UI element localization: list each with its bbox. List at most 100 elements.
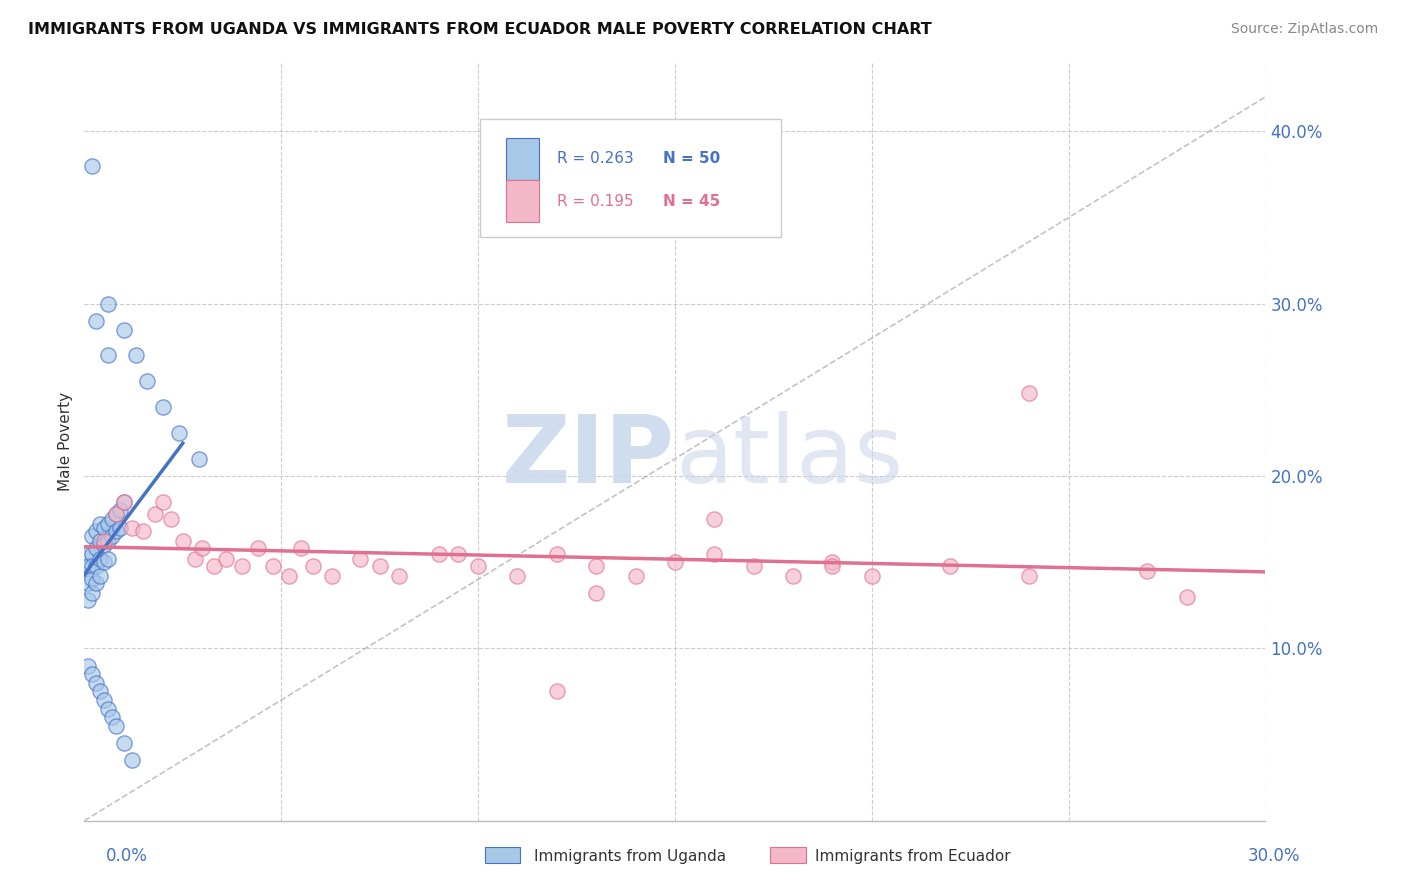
Point [97, 551, 120, 566]
Text: R = 0.263: R = 0.263 [557, 152, 634, 166]
Point [112, 322, 135, 336]
Text: 0.0%: 0.0% [105, 847, 148, 864]
Point [84, 541, 107, 556]
Point [742, 558, 765, 573]
Point [782, 569, 804, 583]
Text: Immigrants from Ecuador: Immigrants from Ecuador [815, 849, 1011, 863]
Point [152, 495, 174, 509]
Point [187, 451, 209, 466]
Point [1018, 569, 1040, 583]
Point [183, 551, 205, 566]
Point [585, 586, 607, 600]
Point [132, 524, 155, 538]
Point [121, 521, 143, 535]
Point [97, 296, 120, 310]
Text: 30.0%: 30.0% [1249, 847, 1301, 864]
Point [246, 541, 269, 556]
Point [821, 558, 844, 573]
Text: ZIP: ZIP [502, 410, 675, 503]
Point [82, 159, 104, 173]
Point [112, 736, 135, 750]
Point [82, 529, 104, 543]
Point [703, 547, 725, 561]
Point [1018, 386, 1040, 401]
Point [84, 314, 107, 328]
Text: Immigrants from Uganda: Immigrants from Uganda [534, 849, 727, 863]
Point [1136, 564, 1159, 578]
Point [388, 569, 411, 583]
Point [112, 495, 135, 509]
Point [124, 348, 146, 362]
Point [82, 547, 104, 561]
Point [93, 538, 115, 552]
Point [108, 503, 131, 517]
Text: IMMIGRANTS FROM UGANDA VS IMMIGRANTS FROM ECUADOR MALE POVERTY CORRELATION CHART: IMMIGRANTS FROM UGANDA VS IMMIGRANTS FRO… [28, 22, 932, 37]
Point [939, 558, 962, 573]
Point [108, 521, 131, 535]
Point [160, 512, 183, 526]
Point [101, 512, 124, 526]
Point [136, 374, 159, 388]
Point [278, 569, 301, 583]
Point [104, 507, 127, 521]
Text: N = 45: N = 45 [664, 194, 720, 209]
Point [97, 534, 120, 549]
Point [112, 495, 135, 509]
Point [301, 558, 323, 573]
Point [821, 555, 844, 569]
Point [97, 348, 120, 362]
Point [664, 555, 686, 569]
Point [89, 684, 111, 698]
Point [89, 534, 111, 549]
Text: R = 0.195: R = 0.195 [557, 194, 633, 209]
Point [546, 547, 568, 561]
FancyBboxPatch shape [479, 120, 782, 236]
Point [1175, 590, 1198, 604]
Point [585, 558, 607, 573]
Point [77, 658, 100, 673]
Point [77, 575, 100, 590]
Point [262, 558, 284, 573]
Point [89, 551, 111, 566]
Point [97, 701, 120, 715]
Point [290, 541, 312, 556]
Point [167, 425, 190, 440]
Point [101, 529, 124, 543]
Point [84, 675, 107, 690]
Point [202, 558, 225, 573]
Point [82, 573, 104, 587]
Point [172, 534, 194, 549]
Point [82, 667, 104, 681]
Point [82, 586, 104, 600]
Point [191, 541, 214, 556]
Point [368, 558, 391, 573]
Point [152, 400, 174, 414]
Point [93, 534, 115, 549]
Point [97, 517, 120, 532]
Point [93, 693, 115, 707]
Point [427, 547, 450, 561]
Point [77, 593, 100, 607]
Text: Source: ZipAtlas.com: Source: ZipAtlas.com [1230, 22, 1378, 37]
Point [143, 507, 166, 521]
Point [349, 551, 371, 566]
FancyBboxPatch shape [506, 180, 538, 221]
Point [215, 551, 238, 566]
Point [703, 512, 725, 526]
Point [104, 507, 127, 521]
FancyBboxPatch shape [506, 138, 538, 180]
Point [506, 569, 529, 583]
Point [77, 558, 100, 573]
Point [860, 569, 883, 583]
Point [84, 558, 107, 573]
Point [84, 524, 107, 538]
Point [546, 684, 568, 698]
Point [624, 569, 647, 583]
Text: N = 50: N = 50 [664, 152, 720, 166]
Point [104, 524, 127, 538]
Point [467, 558, 489, 573]
Text: atlas: atlas [675, 410, 903, 503]
Point [447, 547, 470, 561]
Point [101, 710, 124, 724]
Point [321, 569, 343, 583]
